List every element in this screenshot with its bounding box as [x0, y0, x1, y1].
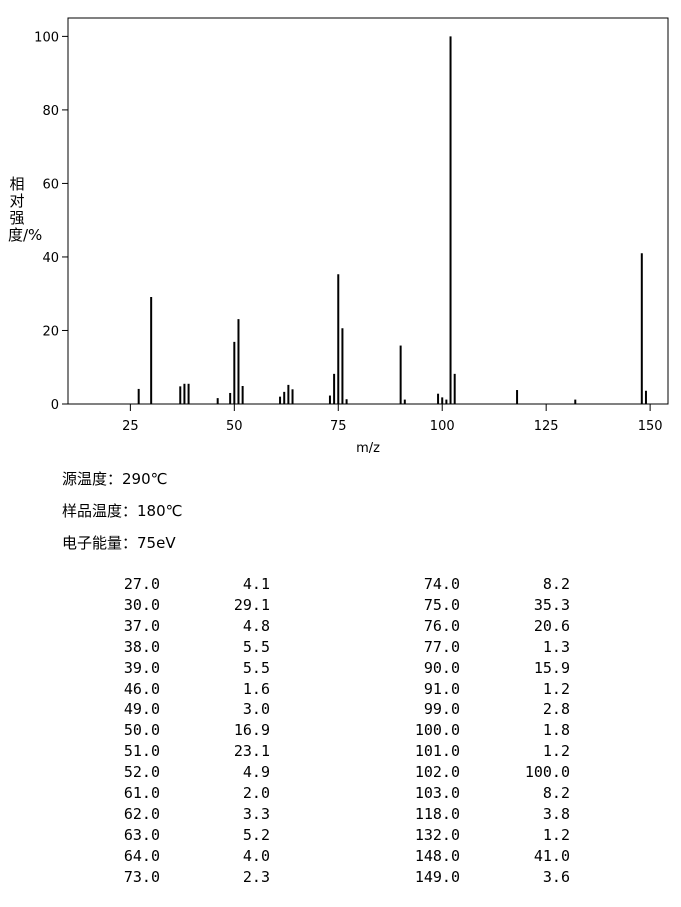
table-cell: 2.0: [242, 784, 270, 802]
condition: 源温度：290℃: [62, 470, 168, 488]
table-cell: 132.0: [414, 825, 460, 844]
table-cell: 73.0: [123, 867, 160, 886]
table-cell: 27.0: [123, 575, 160, 593]
table-cell: 100.0: [524, 763, 570, 782]
table-cell: 4.9: [242, 763, 270, 782]
table-cell: 5.5: [242, 637, 270, 656]
y-tick-label: 60: [42, 177, 59, 192]
y-tick-label: 40: [42, 251, 59, 266]
table-cell: 3.6: [542, 867, 570, 886]
table-cell: 1.6: [242, 679, 270, 698]
table-cell: 8.2: [542, 575, 570, 593]
x-tick-label: 125: [534, 419, 559, 434]
x-tick-label: 100: [430, 419, 455, 434]
table-cell: 41.0: [533, 846, 570, 865]
condition: 样品温度：180℃: [62, 502, 183, 520]
table-cell: 51.0: [123, 742, 160, 761]
y-tick-label: 80: [42, 104, 59, 119]
table-cell: 8.2: [542, 784, 570, 802]
table-cell: 49.0: [123, 700, 160, 719]
table-cell: 38.0: [123, 637, 160, 656]
table-cell: 75.0: [423, 595, 460, 614]
table-cell: 39.0: [123, 658, 160, 677]
x-tick-label: 75: [330, 419, 347, 434]
table-cell: 63.0: [123, 825, 160, 844]
table-cell: 91.0: [423, 679, 460, 698]
table-cell: 100.0: [414, 721, 460, 740]
table-cell: 64.0: [123, 846, 160, 865]
table-cell: 102.0: [414, 763, 460, 782]
table-cell: 1.3: [542, 637, 570, 656]
table-cell: 2.8: [542, 700, 570, 719]
table-cell: 3.8: [542, 804, 570, 823]
table-cell: 3.3: [242, 804, 270, 823]
table-cell: 1.8: [542, 721, 570, 740]
x-axis-label: m/z: [356, 441, 380, 456]
table-cell: 4.8: [242, 616, 270, 635]
table-cell: 16.9: [233, 721, 270, 740]
table-cell: 29.1: [233, 595, 270, 614]
y-axis-label: 相对强度/%: [8, 175, 43, 244]
plot-frame: [67, 17, 669, 405]
x-tick-label: 150: [638, 419, 663, 434]
table-cell: 30.0: [123, 595, 160, 614]
table-cell: 76.0: [423, 616, 460, 635]
table-cell: 35.3: [533, 595, 570, 614]
table-cell: 3.0: [242, 700, 270, 719]
table-cell: 5.2: [242, 825, 270, 844]
table-cell: 52.0: [123, 763, 160, 782]
chart: m/z 0 20 40 60 80 100 25 50 75 100 125 150: [34, 17, 669, 456]
table-cell: 118.0: [414, 804, 460, 823]
x-tick-label: 25: [122, 419, 139, 434]
y-tick-label: 100: [34, 30, 59, 45]
table-cell: 99.0: [423, 700, 460, 719]
table-cell: 23.1: [233, 742, 270, 761]
table-cell: 103.0: [414, 784, 460, 802]
table-cell: 101.0: [414, 742, 460, 761]
table-cell: 149.0: [414, 867, 460, 886]
table-cell: 148.0: [414, 846, 460, 865]
table-cell: 20.6: [533, 616, 570, 635]
table-cell: 37.0: [123, 616, 160, 635]
table-cell: 50.0: [123, 721, 160, 740]
table-cell: 1.2: [542, 742, 570, 761]
table-cell: 74.0: [423, 575, 460, 593]
y-tick-label: 0: [51, 398, 59, 413]
table-cell: 61.0: [123, 784, 160, 802]
condition: 电子能量：75eV: [62, 534, 176, 552]
table-cell: 5.5: [242, 658, 270, 677]
y-tick-label: 20: [42, 324, 59, 339]
table-cell: 1.2: [542, 679, 570, 698]
table-cell: 62.0: [123, 804, 160, 823]
table-cell: 1.2: [542, 825, 570, 844]
table-cell: 46.0: [123, 679, 160, 698]
table-cell: 90.0: [423, 658, 460, 677]
table-cell: 4.1: [242, 575, 270, 593]
table-cell: 2.3: [242, 867, 270, 886]
table-cell: 77.0: [423, 637, 460, 656]
table-cell: 15.9: [533, 658, 570, 677]
table-cell: 4.0: [242, 846, 270, 865]
x-tick-label: 50: [226, 419, 243, 434]
